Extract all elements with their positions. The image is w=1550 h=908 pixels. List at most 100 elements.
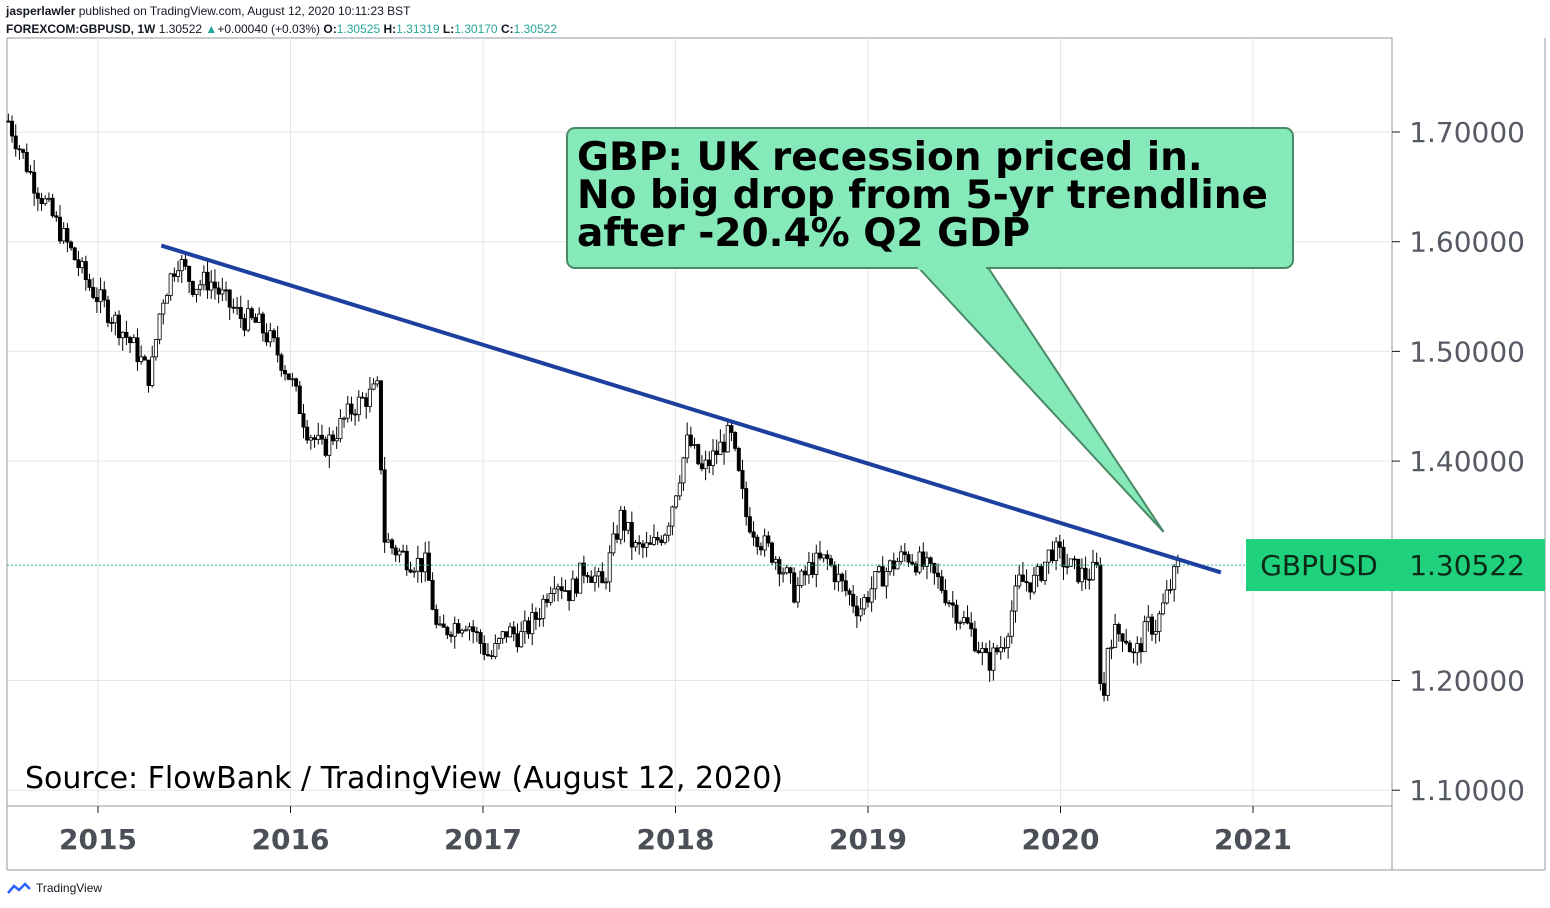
price-change: +0.00040 (+0.03%) (217, 22, 321, 36)
x-tick-label: 2015 (59, 823, 137, 856)
candle-body (548, 593, 553, 603)
candle-body (522, 620, 527, 633)
candle-body (24, 152, 29, 172)
candle-body (976, 650, 981, 654)
candle-body (1109, 646, 1114, 649)
candle-body (91, 287, 96, 298)
candle-body (858, 608, 863, 617)
candle-body (412, 570, 417, 573)
candle-body (773, 559, 778, 563)
candle-body (629, 522, 634, 548)
candle-body (135, 337, 140, 363)
symbol-tag-label: GBPUSD (1260, 549, 1378, 582)
y-tick-label: 1.20000 (1409, 665, 1525, 698)
candle-body (69, 241, 74, 249)
candle-body (921, 551, 926, 567)
y-tick-label: 1.10000 (1409, 774, 1525, 807)
candle-body (345, 403, 350, 419)
candle-body (209, 281, 214, 291)
candle-body (183, 259, 188, 267)
candle-body (131, 337, 136, 344)
candle-body (98, 289, 103, 303)
candle-body (699, 463, 704, 470)
candle-body (294, 378, 299, 387)
candle-body (330, 434, 335, 442)
candle-body (924, 557, 929, 567)
y-tick-label: 1.60000 (1409, 226, 1525, 259)
candle-body (80, 261, 85, 269)
candle-body (980, 648, 985, 654)
candle-body (1168, 589, 1173, 591)
candle-body (626, 522, 631, 531)
candle-body (235, 306, 240, 309)
candle-body (541, 598, 546, 619)
candle-body (755, 536, 760, 547)
candle-body (913, 563, 918, 573)
candle-body (1013, 585, 1018, 612)
low-value: 1.30170 (454, 22, 498, 36)
candle-body (242, 318, 247, 331)
candle-body (511, 626, 516, 635)
candle-body (880, 566, 885, 587)
candle-body (364, 397, 369, 407)
candle-body (375, 380, 380, 385)
candle-body (264, 332, 269, 343)
candle-body (1116, 624, 1121, 635)
candle-body (437, 623, 442, 626)
candle-body (615, 533, 620, 540)
candle-body (161, 302, 166, 315)
candle-body (736, 447, 741, 471)
candle-body (10, 120, 15, 137)
candle-body (651, 537, 656, 545)
candle-body (426, 552, 431, 581)
candle-body (637, 542, 642, 545)
candle-body (153, 339, 158, 358)
brand-label: TradingView (36, 881, 103, 895)
candle-body (604, 581, 609, 584)
candle-body (1150, 616, 1155, 635)
candle-body (998, 647, 1003, 653)
candle-body (648, 542, 653, 545)
candle-body (216, 287, 221, 295)
author-name: jasperlawler (6, 4, 76, 18)
candle-body (390, 539, 395, 549)
y-tick-label: 1.40000 (1409, 445, 1525, 478)
candle-body (640, 543, 645, 548)
candle-body (832, 564, 837, 583)
candle-body (109, 322, 114, 324)
candle-body (449, 634, 454, 637)
symbol-tag (1246, 539, 1392, 592)
candle-body (747, 516, 752, 533)
candle-body (515, 633, 520, 648)
candle-body (50, 197, 55, 217)
candle-body (707, 459, 712, 466)
candle-body (430, 579, 435, 610)
trendline (160, 243, 1222, 575)
candle-body (965, 617, 970, 624)
candle-body (61, 228, 66, 242)
candle-body (1039, 566, 1044, 581)
candle-body (283, 370, 288, 375)
candle-body (342, 417, 347, 420)
candle-body (788, 567, 793, 574)
candle-body (1120, 633, 1125, 642)
candle-body (781, 572, 786, 575)
candle-body (76, 259, 81, 269)
candle-body (744, 488, 749, 518)
candle-body (212, 281, 217, 289)
candle-body (83, 261, 88, 280)
candle-body (592, 575, 597, 583)
candle-body (932, 563, 937, 574)
symbol-label: FOREXCOM:GBPUSD, 1W (6, 22, 156, 36)
candle-body (574, 578, 579, 594)
candle-body (663, 534, 668, 544)
candle-body (1113, 624, 1118, 648)
candle-body (478, 632, 483, 644)
candle-body (338, 417, 343, 440)
candle-body (356, 396, 361, 416)
candle-body (803, 570, 808, 576)
candle-body (102, 289, 107, 301)
candle-body (1031, 574, 1036, 593)
candle-body (301, 413, 306, 428)
